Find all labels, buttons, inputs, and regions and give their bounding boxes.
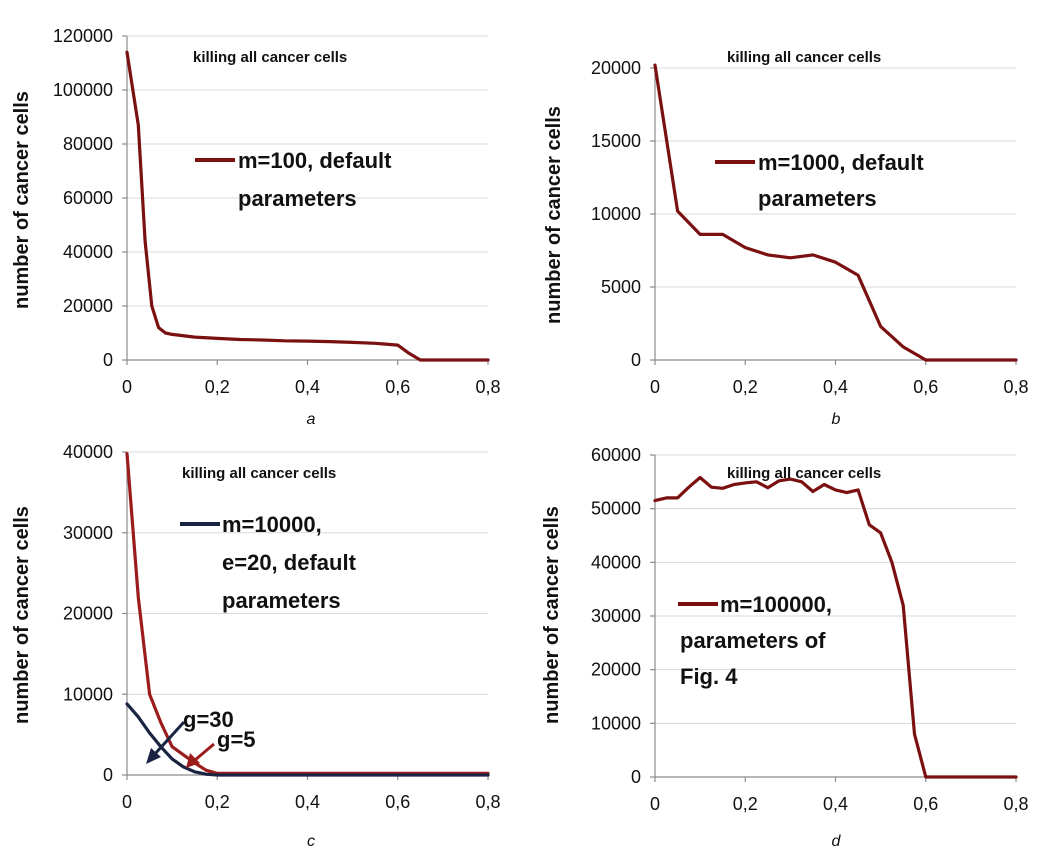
panel-a-xtick-label: 0 xyxy=(122,377,132,397)
panel-b-xtick-label: 0,6 xyxy=(913,377,938,397)
panel-b-title: killing all cancer cells xyxy=(727,49,881,66)
panel-a-ytick-label: 40000 xyxy=(63,242,113,262)
panel-a-series-m-100-default-parameters xyxy=(125,50,490,362)
panel-d-xtick-label: 0,8 xyxy=(1003,794,1028,814)
panel-a-xtick-label: 0,2 xyxy=(205,377,230,397)
panel-c-ytick-label: 0 xyxy=(103,765,113,785)
panel-a-legend-line-1: m=100, default xyxy=(238,148,392,173)
panel-a-ytick-label: 60000 xyxy=(63,188,113,208)
panel-d-xtick-label: 0,2 xyxy=(733,794,758,814)
panel-c-ylabel: number of cancer cells xyxy=(11,506,33,724)
panel-a-xtick-label: 0,6 xyxy=(385,377,410,397)
panel-b-ytick-label: 10000 xyxy=(591,204,641,224)
panel-c-ticks: 0 10000 20000 30000 40000 0 0,2 0,4 0,6 0,8 xyxy=(63,442,501,812)
panel-a-ticks: 0 20000 40000 60000 80000 100000 120000 0 0,2 0,4… xyxy=(53,26,501,397)
panel-d-letter: d xyxy=(832,833,842,850)
panel-c-letter: c xyxy=(307,833,315,850)
panel-a-ytick-label: 0 xyxy=(103,350,113,370)
panel-d-ytick-label: 40000 xyxy=(591,552,641,572)
panel-d-ytick-label: 50000 xyxy=(591,499,641,519)
panel-a-series xyxy=(125,50,490,362)
g30-annotation: g=30 xyxy=(183,707,234,732)
panel-b-xtick-label: 0,4 xyxy=(823,377,848,397)
panel-c-ytick-label: 30000 xyxy=(63,523,113,543)
panel-b-ytick-label: 20000 xyxy=(591,58,641,78)
panel-c-ytick-label: 40000 xyxy=(63,442,113,462)
panel-b-xtick-label: 0 xyxy=(650,377,660,397)
panel-a-ytick-label: 80000 xyxy=(63,134,113,154)
panel-b-series xyxy=(653,63,1018,362)
panel-d-ytick-label: 60000 xyxy=(591,445,641,465)
panel-c-ytick-label: 10000 xyxy=(63,684,113,704)
panel-c-series-g-30 xyxy=(125,702,490,777)
panel-b-ytick-label: 5000 xyxy=(601,277,641,297)
panel-c-legend-line-1: m=10000, xyxy=(222,512,322,537)
panel-b-series-m-1000-default-parameters xyxy=(653,63,1018,362)
panel-b-legend-line-1: m=1000, default xyxy=(758,150,924,175)
g5-arrow-shaft xyxy=(194,742,215,762)
panel-a-title: killing all cancer cells xyxy=(193,49,347,66)
panel-c: 0 10000 20000 30000 40000 0 0,2 0,4 0,6 0,8 numbe… xyxy=(11,442,501,850)
panel-d-xtick-label: 0,6 xyxy=(913,794,938,814)
panel-d: 0 10000 20000 30000 40000 50000 60000 0 0,2 0,4 0,… xyxy=(541,445,1029,850)
panel-d-xtick-label: 0 xyxy=(650,794,660,814)
panel-c-ytick-label: 20000 xyxy=(63,604,113,624)
panel-c-grid xyxy=(127,451,488,695)
panel-d-ytick-label: 0 xyxy=(631,767,641,787)
g30-arrowhead-icon xyxy=(146,748,161,764)
panel-c-legend-line-2: e=20, default xyxy=(222,550,357,575)
panel-b-axes xyxy=(650,67,1017,365)
panel-b-ytick-label: 0 xyxy=(631,350,641,370)
panel-b-letter: b xyxy=(832,411,841,428)
panel-d-legend-line-2: parameters of xyxy=(680,628,826,653)
panel-c-legend-line-3: parameters xyxy=(222,588,341,613)
panel-b-ytick-label: 15000 xyxy=(591,131,641,151)
panel-c-xtick-label: 0 xyxy=(122,792,132,812)
panel-a-ytick-label: 20000 xyxy=(63,296,113,316)
panel-c-xtick-label: 0,6 xyxy=(385,792,410,812)
panel-d-title: killing all cancer cells xyxy=(727,465,881,482)
panel-a-ytick-label: 120000 xyxy=(53,26,113,46)
panel-b-xtick-label: 0,2 xyxy=(733,377,758,397)
panel-b-xtick-label: 0,8 xyxy=(1003,377,1028,397)
panel-b: 0 5000 10000 15000 20000 0 0,2 0,4 0,6 0,8 number… xyxy=(543,49,1029,428)
panel-d-legend-line-3: Fig. 4 xyxy=(680,664,738,689)
g5-annotation: g=5 xyxy=(217,727,256,752)
panel-d-ytick-label: 10000 xyxy=(591,713,641,733)
panel-d-grid xyxy=(655,454,1016,724)
panel-b-legend-line-2: parameters xyxy=(758,186,877,211)
panel-c-series xyxy=(125,452,490,777)
panel-d-ytick-label: 30000 xyxy=(591,606,641,626)
panel-d-ylabel: number of cancer cells xyxy=(541,506,563,724)
panel-d-ticks: 0 10000 20000 30000 40000 50000 60000 0 0,2 0,4 0,… xyxy=(591,445,1029,814)
panel-a-legend-line-2: parameters xyxy=(238,186,357,211)
panel-c-title: killing all cancer cells xyxy=(182,465,336,482)
panel-b-ticks: 0 5000 10000 15000 20000 0 0,2 0,4 0,6 0,8 xyxy=(591,58,1029,397)
panel-a-grid xyxy=(127,35,488,307)
panel-a-letter: a xyxy=(307,411,316,428)
panel-a: 0 20000 40000 60000 80000 100000 120000 0 0,2 0,4… xyxy=(11,26,501,428)
panel-c-xtick-label: 0,4 xyxy=(295,792,320,812)
panel-d-xtick-label: 0,4 xyxy=(823,794,848,814)
panel-d-legend-line-1: m=100000, xyxy=(720,592,832,617)
panel-d-series xyxy=(653,475,1018,779)
panel-b-grid xyxy=(655,67,1016,288)
panel-c-xtick-label: 0,8 xyxy=(475,792,500,812)
panel-a-xtick-label: 0,4 xyxy=(295,377,320,397)
panel-d-series-m-100000-parameters-of-fig-4 xyxy=(653,475,1018,779)
panel-a-xtick-label: 0,8 xyxy=(475,377,500,397)
panel-d-ytick-label: 20000 xyxy=(591,660,641,680)
g5-arrowhead-icon xyxy=(186,753,200,768)
panel-c-xtick-label: 0,2 xyxy=(205,792,230,812)
panel-a-ytick-label: 100000 xyxy=(53,80,113,100)
panel-a-ylabel: number of cancer cells xyxy=(11,91,33,309)
panel-b-ylabel: number of cancer cells xyxy=(543,106,565,324)
g30-arrow-shaft xyxy=(152,720,186,757)
panel-d-axes xyxy=(650,454,1017,782)
